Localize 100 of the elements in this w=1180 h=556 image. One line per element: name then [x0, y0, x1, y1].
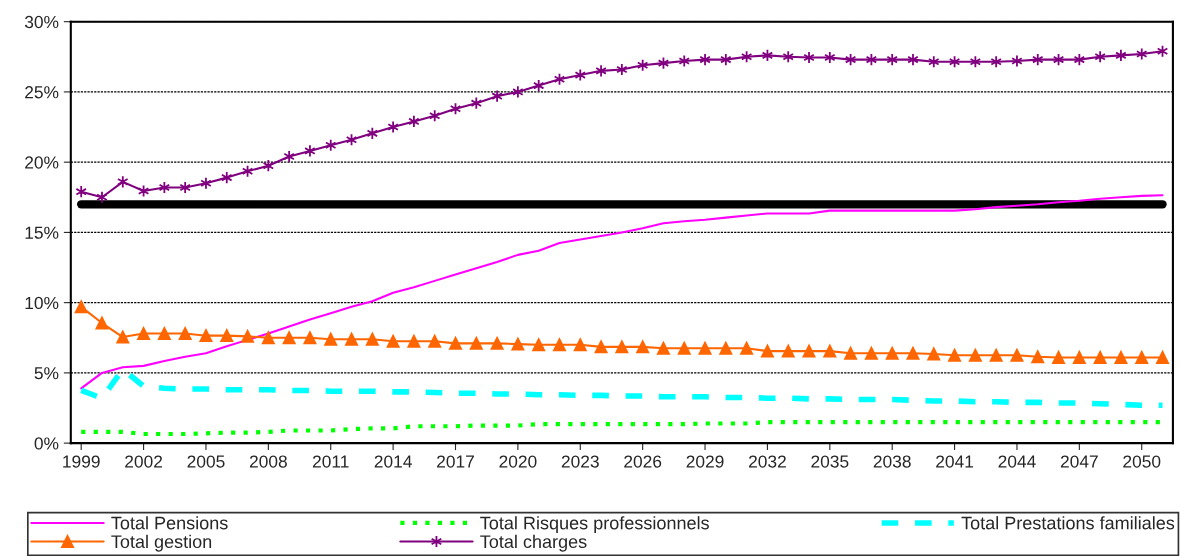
point [678, 54, 690, 68]
point [802, 344, 816, 358]
point [261, 331, 275, 345]
point [553, 338, 566, 352]
point [387, 120, 399, 134]
legend-label: Total Prestations familiales [961, 516, 1175, 530]
point [386, 334, 400, 348]
point [532, 338, 546, 352]
point [823, 344, 837, 358]
y-tick-label: 15% [25, 226, 59, 239]
x-tick-label: 2050 [1123, 455, 1161, 468]
point [365, 332, 379, 346]
point [137, 327, 151, 341]
point [989, 348, 1003, 362]
x-tick-label: 2002 [125, 455, 163, 468]
x-tick-label: 2026 [624, 455, 662, 468]
point [408, 114, 420, 128]
point [969, 55, 982, 69]
point [157, 327, 171, 341]
point [95, 316, 109, 330]
point [511, 337, 525, 351]
x-tick-label: 1999 [63, 455, 100, 468]
x-tick-label: 2032 [748, 455, 786, 468]
x-tick-label: 2047 [1060, 455, 1098, 468]
point [1010, 348, 1024, 362]
point [864, 346, 878, 360]
x-tick-label: 2038 [873, 455, 911, 468]
point [782, 50, 794, 64]
x-tick-label: 2035 [811, 455, 849, 468]
point [906, 346, 920, 360]
point [178, 327, 192, 341]
y-tick-label: 25% [25, 86, 59, 99]
point [428, 334, 442, 348]
point [656, 341, 670, 355]
point [1011, 54, 1023, 68]
x-tick-label: 2023 [561, 455, 599, 468]
legend-label: Total charges [480, 534, 587, 552]
x-tick-label: 2044 [998, 455, 1036, 468]
point [303, 331, 317, 345]
point [1031, 350, 1045, 364]
point [1136, 47, 1148, 61]
point [324, 332, 338, 346]
point [740, 341, 754, 355]
point [803, 51, 815, 64]
x-tick-label: 2011 [312, 455, 349, 468]
legend-label: Total Risques professionnels [480, 516, 709, 533]
point [1093, 350, 1107, 364]
point [449, 336, 462, 350]
y-tick-label: 0% [34, 437, 59, 450]
point [927, 347, 941, 361]
point [116, 330, 130, 344]
point [781, 344, 795, 358]
point [719, 341, 733, 355]
point [573, 338, 587, 352]
y-tick-label: 20% [25, 156, 59, 169]
point [677, 341, 691, 355]
point [96, 190, 108, 204]
point [968, 348, 982, 362]
point [698, 341, 712, 355]
x-tick-label: 2017 [437, 455, 474, 468]
point [720, 53, 732, 67]
point [844, 346, 858, 360]
point [636, 340, 650, 354]
point [886, 53, 898, 67]
point [1135, 350, 1149, 364]
point [469, 336, 483, 350]
point [220, 329, 234, 343]
point [407, 334, 421, 348]
x-tick-label: 2014 [374, 455, 412, 468]
point [241, 329, 255, 343]
point [282, 331, 296, 345]
point [760, 344, 774, 358]
point [1115, 48, 1127, 62]
point [283, 150, 295, 164]
point [74, 300, 88, 314]
point [594, 340, 608, 354]
point [491, 89, 503, 103]
legend-label: Total Pensions [111, 516, 228, 530]
legend-label: Total gestion [111, 534, 212, 552]
point [1052, 350, 1066, 364]
point [948, 348, 962, 362]
point [1072, 350, 1086, 364]
point [574, 68, 586, 82]
x-tick-label: 2005 [187, 455, 225, 468]
x-tick-label: 2020 [499, 455, 537, 468]
x-tick-label: 2029 [686, 455, 724, 468]
point [1156, 350, 1169, 364]
y-tick-label: 5% [34, 367, 59, 380]
x-tick-label: 2008 [249, 455, 287, 468]
point [615, 340, 629, 354]
point [490, 336, 504, 350]
point [885, 346, 899, 360]
y-tick-label: 30% [24, 15, 59, 29]
point [699, 53, 711, 67]
point [345, 332, 358, 346]
x-tick-label: 2041 [936, 455, 974, 468]
point [158, 180, 171, 194]
point [1114, 350, 1128, 364]
y-tick-label: 10% [25, 296, 59, 310]
point [199, 329, 213, 343]
